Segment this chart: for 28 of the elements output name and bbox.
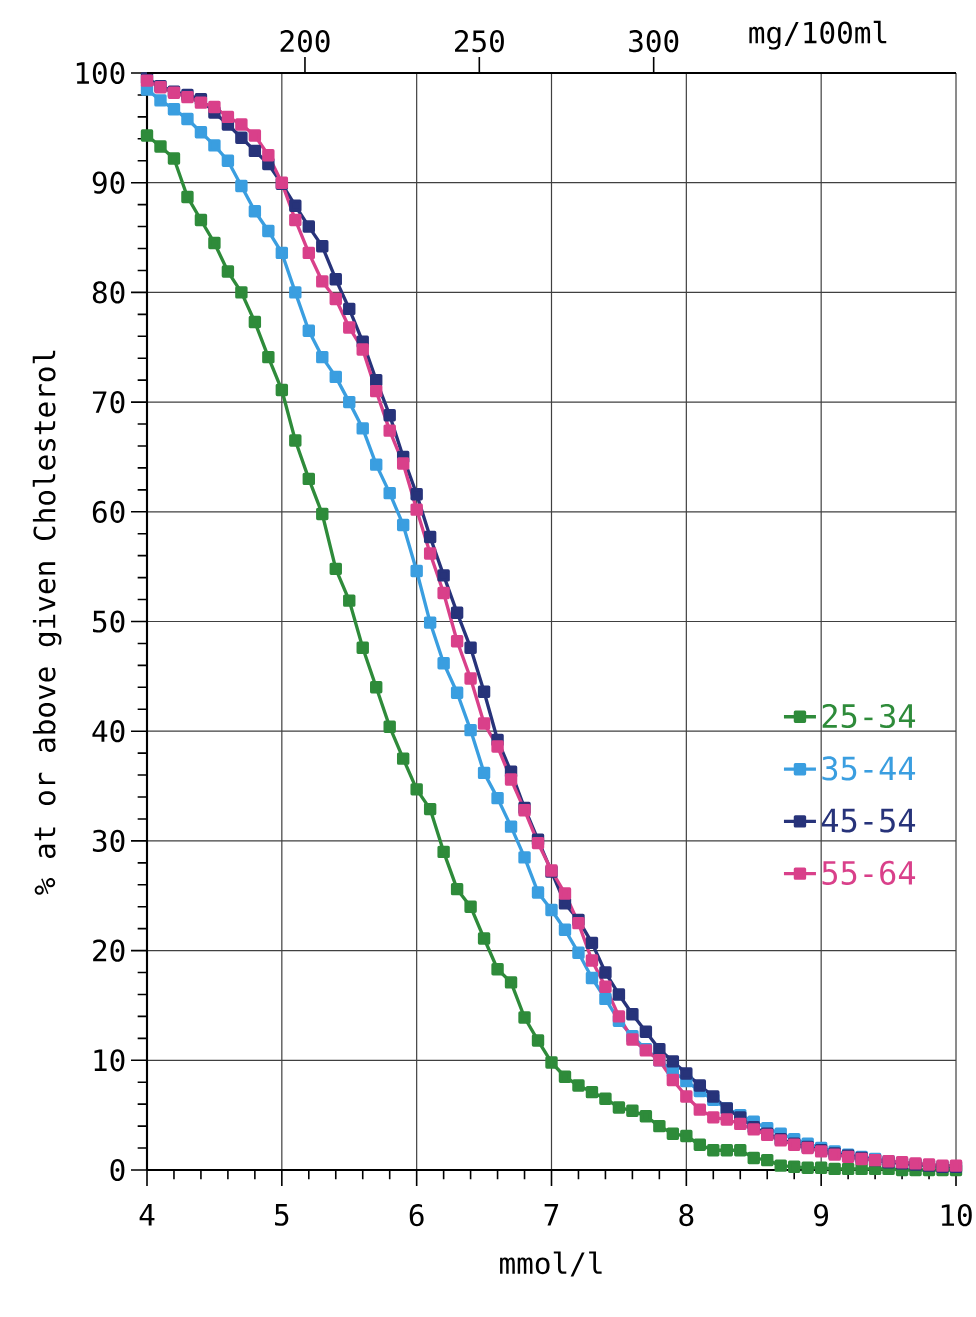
x-tick-label: 7: [544, 1204, 559, 1226]
y-tick-label: 70: [92, 391, 125, 414]
y-tick-label: 50: [93, 610, 125, 633]
x-tick-label: 8: [679, 1204, 694, 1227]
legend-label: 25-34: [822, 703, 916, 729]
x-tick-label: 6: [409, 1204, 424, 1227]
x-tick-label: 9: [814, 1204, 828, 1227]
y-tick-label: 90: [92, 171, 125, 194]
y-tick-label: 30: [92, 829, 125, 852]
y-tick-label: 40: [92, 720, 125, 743]
x2-axis-title: mg/100ml: [749, 20, 887, 50]
x2-tick-label: 300: [629, 30, 679, 53]
y-tick-label: 20: [93, 939, 125, 962]
legend-label: 55-64: [822, 860, 916, 885]
y-tick-label: 10: [94, 1049, 125, 1072]
y-tick-label: 100: [76, 61, 125, 85]
y-tick-label: 80: [92, 281, 125, 304]
y-tick-label: 0: [110, 1158, 125, 1182]
x2-tick-label: 250: [455, 30, 504, 53]
legend-label: 45-54: [821, 808, 916, 833]
legend-label: 35-44: [822, 756, 916, 781]
x-axis-title: mmol/l: [500, 1251, 602, 1277]
x-tick-label: 5: [275, 1204, 289, 1226]
x-tick-label: 4: [139, 1204, 155, 1226]
x-tick-label: 10: [941, 1204, 972, 1227]
x2-tick-label: 200: [280, 30, 330, 53]
y-tick-label: 60: [92, 500, 125, 523]
y-axis-title: % at or above given Cholesterol: [32, 350, 62, 895]
